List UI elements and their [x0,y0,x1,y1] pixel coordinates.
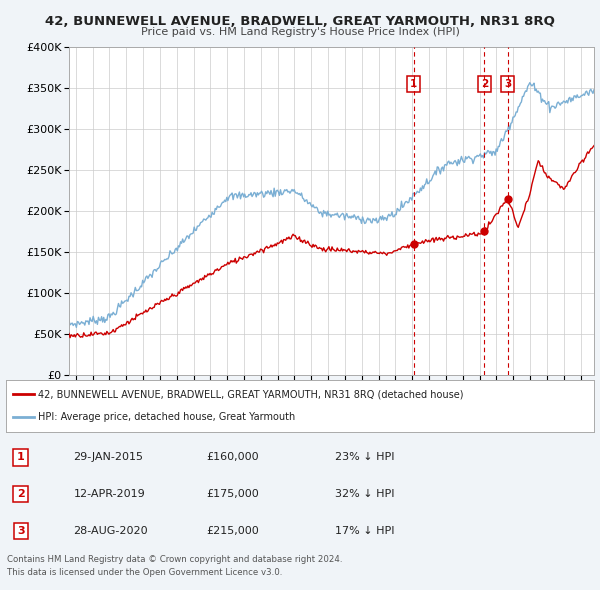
Text: 3: 3 [17,526,25,536]
Text: 42, BUNNEWELL AVENUE, BRADWELL, GREAT YARMOUTH, NR31 8RQ: 42, BUNNEWELL AVENUE, BRADWELL, GREAT YA… [45,15,555,28]
Text: 17% ↓ HPI: 17% ↓ HPI [335,526,395,536]
Text: 32% ↓ HPI: 32% ↓ HPI [335,489,395,499]
Text: 28-AUG-2020: 28-AUG-2020 [74,526,148,536]
Text: Contains HM Land Registry data © Crown copyright and database right 2024.: Contains HM Land Registry data © Crown c… [7,555,343,563]
Text: This data is licensed under the Open Government Licence v3.0.: This data is licensed under the Open Gov… [7,568,283,576]
Text: £160,000: £160,000 [206,453,259,463]
Text: 1: 1 [17,453,25,463]
Text: HPI: Average price, detached house, Great Yarmouth: HPI: Average price, detached house, Grea… [38,412,296,422]
Text: 42, BUNNEWELL AVENUE, BRADWELL, GREAT YARMOUTH, NR31 8RQ (detached house): 42, BUNNEWELL AVENUE, BRADWELL, GREAT YA… [38,389,464,399]
Text: 23% ↓ HPI: 23% ↓ HPI [335,453,395,463]
Text: 3: 3 [504,79,511,89]
Text: 2: 2 [17,489,25,499]
Text: 1: 1 [410,79,417,89]
Text: 29-JAN-2015: 29-JAN-2015 [74,453,143,463]
Text: Price paid vs. HM Land Registry's House Price Index (HPI): Price paid vs. HM Land Registry's House … [140,27,460,37]
Text: 2: 2 [481,79,488,89]
Text: £215,000: £215,000 [206,526,259,536]
Text: 12-APR-2019: 12-APR-2019 [74,489,145,499]
Text: £175,000: £175,000 [206,489,259,499]
